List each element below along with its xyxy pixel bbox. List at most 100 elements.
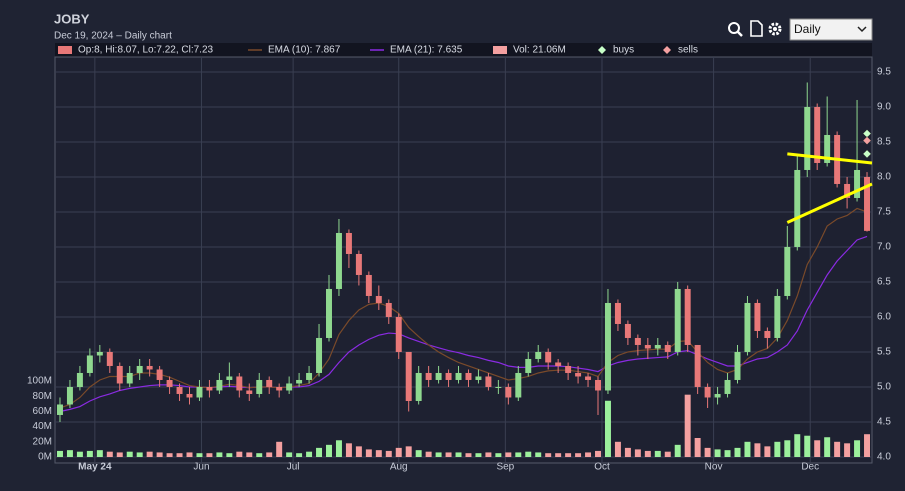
chart-title: JOBY — [54, 11, 90, 26]
volume-bar — [395, 447, 402, 457]
candle-body — [306, 372, 313, 380]
document-icon[interactable] — [750, 20, 763, 37]
settings-icon[interactable] — [768, 22, 782, 36]
candle-body — [535, 351, 542, 359]
volume-bar — [854, 440, 861, 457]
volume-bar — [405, 446, 412, 457]
volume-bar — [216, 452, 223, 457]
legend-label: EMA (10): 7.867 — [268, 45, 341, 56]
volume-bar — [76, 451, 83, 457]
candle-body — [804, 106, 811, 170]
volume-bar — [525, 451, 532, 457]
volume-bar — [604, 400, 611, 457]
candle-body — [505, 386, 512, 398]
x-tick-label: Dec — [801, 462, 819, 473]
candle-body — [126, 372, 133, 384]
volume-bar — [694, 438, 701, 457]
candle-body — [784, 246, 791, 296]
candle-body — [754, 302, 761, 331]
candle-body — [495, 386, 502, 388]
volume-bar — [834, 441, 841, 457]
chart-subtitle: Dec 19, 2024 – Daily chart — [54, 31, 172, 42]
volume-bar — [744, 441, 751, 457]
y-tick-label: 8.0 — [877, 172, 891, 183]
volume-bar — [296, 453, 303, 457]
candle-body — [326, 288, 332, 338]
volume-bar — [664, 451, 671, 457]
volume-bar — [256, 453, 263, 457]
candle-body — [654, 344, 661, 349]
ema21-line — [59, 235, 868, 413]
candle-body — [714, 393, 721, 398]
candle-body — [475, 376, 482, 380]
volume-bar — [754, 443, 761, 457]
volume-bar — [96, 450, 103, 457]
volume-bar — [86, 450, 93, 457]
x-tick-label: Oct — [594, 462, 610, 473]
volume-bar — [704, 447, 711, 457]
candle-body — [674, 288, 681, 352]
candle-body — [226, 376, 233, 380]
candle-body — [844, 183, 851, 198]
volume-bar — [266, 452, 273, 457]
legend-label: Vol: 21.06M — [513, 45, 566, 56]
y-tick-label: 5.5 — [877, 347, 891, 358]
volume-bar — [445, 452, 452, 457]
x-tick-label: Nov — [705, 462, 723, 473]
volume-tick-label: 40M — [33, 421, 52, 432]
candle-body — [96, 351, 103, 356]
candle-body — [585, 376, 592, 380]
x-tick-label: Jul — [287, 462, 300, 473]
legend-label: EMA (21): 7.635 — [390, 45, 463, 56]
trendline — [787, 152, 873, 165]
legend-bar — [55, 43, 872, 57]
volume-bar — [146, 451, 153, 457]
volume-tick-label: 100M — [27, 376, 52, 387]
volume-bar — [565, 453, 572, 457]
volume-bar — [485, 452, 492, 457]
candle-body — [256, 379, 263, 394]
candle-body — [525, 358, 532, 373]
y-tick-label: 6.0 — [877, 312, 891, 323]
legend-label: Op:8, Hi:8.07, Lo:7.22, Cl:7.23 — [78, 45, 214, 56]
candle-body — [734, 351, 741, 380]
candle-body — [465, 372, 472, 380]
candle-body — [445, 372, 452, 380]
candle-body — [575, 372, 582, 377]
candle-body — [216, 379, 223, 391]
volume-bar — [375, 450, 382, 457]
legend: Op:8, Hi:8.07, Lo:7.22, Cl:7.23 EMA (10):… — [58, 45, 698, 56]
legend-label: sells — [678, 45, 698, 56]
candle-body — [166, 379, 173, 387]
candle-body — [724, 379, 731, 394]
legend-swatch — [493, 46, 507, 54]
x-tick-label: Jun — [193, 462, 209, 473]
candle-body — [385, 302, 392, 317]
candle-body — [66, 386, 73, 405]
candle-body — [774, 295, 781, 338]
candle-body — [405, 351, 412, 401]
volume-bar — [495, 453, 502, 457]
volume-bar — [714, 449, 721, 457]
candle-body — [176, 386, 183, 394]
x-tick-label: May 24 — [78, 462, 112, 473]
volume-bar — [286, 452, 293, 457]
volume-bar — [56, 450, 63, 457]
volume-bar — [864, 434, 871, 457]
volume-bar — [66, 450, 73, 457]
volume-bar — [226, 453, 233, 457]
candle-body — [86, 355, 93, 373]
y-tick-label: 8.5 — [877, 137, 891, 148]
volume-bar — [186, 452, 193, 457]
candle-body — [276, 386, 283, 391]
volume-bar — [794, 434, 801, 457]
volume-bar — [335, 440, 342, 457]
volume-bar — [425, 451, 432, 457]
legend-swatch — [663, 46, 671, 54]
candle-body — [236, 376, 243, 391]
volume-bar — [654, 450, 661, 457]
zoom-icon[interactable] — [728, 22, 743, 37]
y-tick-label: 6.5 — [877, 277, 891, 288]
interval-select[interactable]: Daily — [789, 18, 873, 41]
volume-bar — [156, 452, 163, 457]
